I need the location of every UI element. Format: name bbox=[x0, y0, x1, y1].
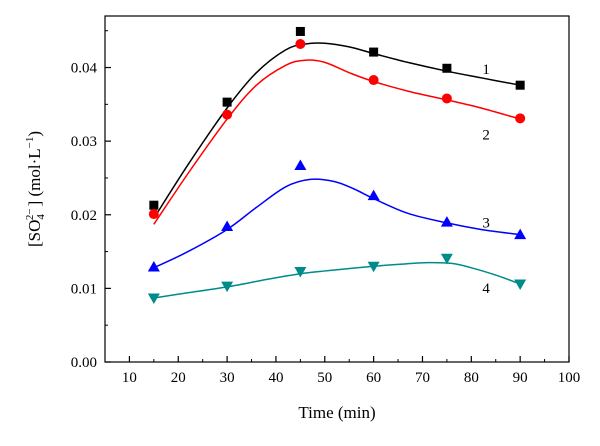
data-point-series-2 bbox=[295, 38, 306, 49]
x-tick-label: 70 bbox=[415, 370, 430, 386]
data-point-series-1 bbox=[442, 63, 452, 73]
fit-line-series-2 bbox=[153, 59, 521, 225]
data-point-series-2 bbox=[441, 93, 452, 104]
tick-marks bbox=[104, 30, 570, 363]
fit-line-series-1 bbox=[153, 42, 521, 219]
y-axis-title: [SO42−] (mol·L−1) bbox=[24, 131, 47, 247]
x-axis-title: Time (min) bbox=[298, 403, 375, 422]
data-point-series-4 bbox=[514, 279, 527, 290]
data-point-series-2 bbox=[368, 75, 379, 86]
y-tick-label: 0.00 bbox=[71, 355, 97, 371]
y-tick-label: 0.01 bbox=[71, 281, 97, 297]
data-point-series-2 bbox=[222, 109, 233, 120]
data-point-series-1 bbox=[222, 97, 232, 107]
series-label-3: 3 bbox=[482, 216, 490, 232]
plot-frame bbox=[104, 15, 570, 363]
x-tick-label: 10 bbox=[122, 370, 137, 386]
x-tick-label: 40 bbox=[268, 370, 283, 386]
series-labels: 1 2 3 4 bbox=[482, 62, 490, 297]
data-points bbox=[147, 26, 527, 304]
x-tick-label: 80 bbox=[464, 370, 479, 386]
data-point-series-3 bbox=[147, 261, 160, 272]
fit-lines bbox=[153, 42, 521, 299]
data-point-series-4 bbox=[147, 293, 160, 304]
data-point-series-4 bbox=[221, 281, 234, 293]
x-tick-label: 60 bbox=[366, 370, 381, 386]
series-label-1: 1 bbox=[482, 62, 490, 78]
tick-labels: 10 20 30 40 50 60 70 80 90 100 0.00 0.01 0.02 0.03 0.0… bbox=[71, 61, 581, 386]
data-point-series-3 bbox=[514, 228, 527, 240]
series-label-4: 4 bbox=[482, 281, 490, 297]
series-label-2: 2 bbox=[482, 127, 490, 143]
x-tick-label: 20 bbox=[171, 370, 186, 386]
data-point-series-2 bbox=[515, 113, 526, 124]
fit-line-series-4 bbox=[153, 261, 521, 299]
x-tick-label: 100 bbox=[558, 370, 581, 386]
data-point-series-1 bbox=[149, 200, 159, 210]
y-tick-label: 0.03 bbox=[71, 134, 97, 150]
x-tick-label: 30 bbox=[220, 370, 235, 386]
data-point-series-1 bbox=[369, 47, 379, 57]
data-point-series-3 bbox=[440, 216, 453, 227]
data-point-series-4 bbox=[367, 261, 380, 273]
x-tick-label: 90 bbox=[513, 370, 528, 386]
fit-line-series-3 bbox=[153, 178, 521, 269]
y-tick-label: 0.04 bbox=[71, 61, 98, 77]
data-point-series-2 bbox=[148, 209, 159, 220]
x-tick-label: 50 bbox=[317, 370, 332, 386]
data-point-series-3 bbox=[221, 220, 234, 232]
data-point-series-3 bbox=[294, 159, 307, 170]
data-point-series-1 bbox=[515, 80, 525, 90]
data-point-series-1 bbox=[295, 26, 305, 36]
y-tick-label: 0.02 bbox=[71, 208, 97, 224]
data-point-series-3 bbox=[367, 189, 380, 201]
data-point-series-4 bbox=[440, 253, 453, 265]
data-point-series-4 bbox=[294, 266, 307, 278]
